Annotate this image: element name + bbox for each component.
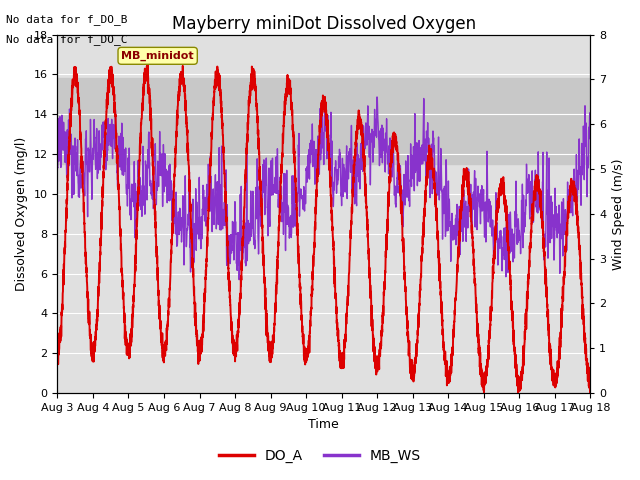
- Y-axis label: Wind Speed (m/s): Wind Speed (m/s): [612, 158, 625, 270]
- Bar: [58, 78, 590, 164]
- Y-axis label: Dissolved Oxygen (mg/l): Dissolved Oxygen (mg/l): [15, 137, 28, 291]
- DO_A: [149, 166, 157, 172]
- Title: Mayberry miniDot Dissolved Oxygen: Mayberry miniDot Dissolved Oxygen: [172, 15, 476, 33]
- MB_WS: [304, 152, 312, 158]
- MB_WS: [586, 125, 594, 131]
- MB_WS: [586, 112, 594, 118]
- Text: No data for f_DO_C: No data for f_DO_C: [6, 34, 128, 45]
- Line: MB_WS: MB_WS: [58, 97, 590, 280]
- DO_A: [515, 390, 522, 396]
- DO_A: [414, 327, 422, 333]
- DO_A: [474, 333, 481, 339]
- DO_A: [144, 58, 152, 64]
- DO_A: [444, 376, 451, 382]
- Text: MB_minidot: MB_minidot: [122, 51, 194, 61]
- MB_WS: [414, 171, 422, 177]
- DO_A: [304, 347, 312, 352]
- MB_WS: [474, 208, 481, 214]
- MB_WS: [54, 166, 61, 172]
- DO_A: [586, 382, 594, 387]
- MB_WS: [373, 94, 381, 100]
- MB_WS: [444, 206, 451, 212]
- MB_WS: [149, 182, 157, 188]
- DO_A: [54, 356, 61, 361]
- MB_WS: [236, 277, 243, 283]
- X-axis label: Time: Time: [308, 419, 339, 432]
- DO_A: [586, 386, 594, 392]
- Text: No data for f_DO_B: No data for f_DO_B: [6, 14, 128, 25]
- Legend: DO_A, MB_WS: DO_A, MB_WS: [214, 443, 426, 468]
- Line: DO_A: DO_A: [58, 61, 590, 393]
